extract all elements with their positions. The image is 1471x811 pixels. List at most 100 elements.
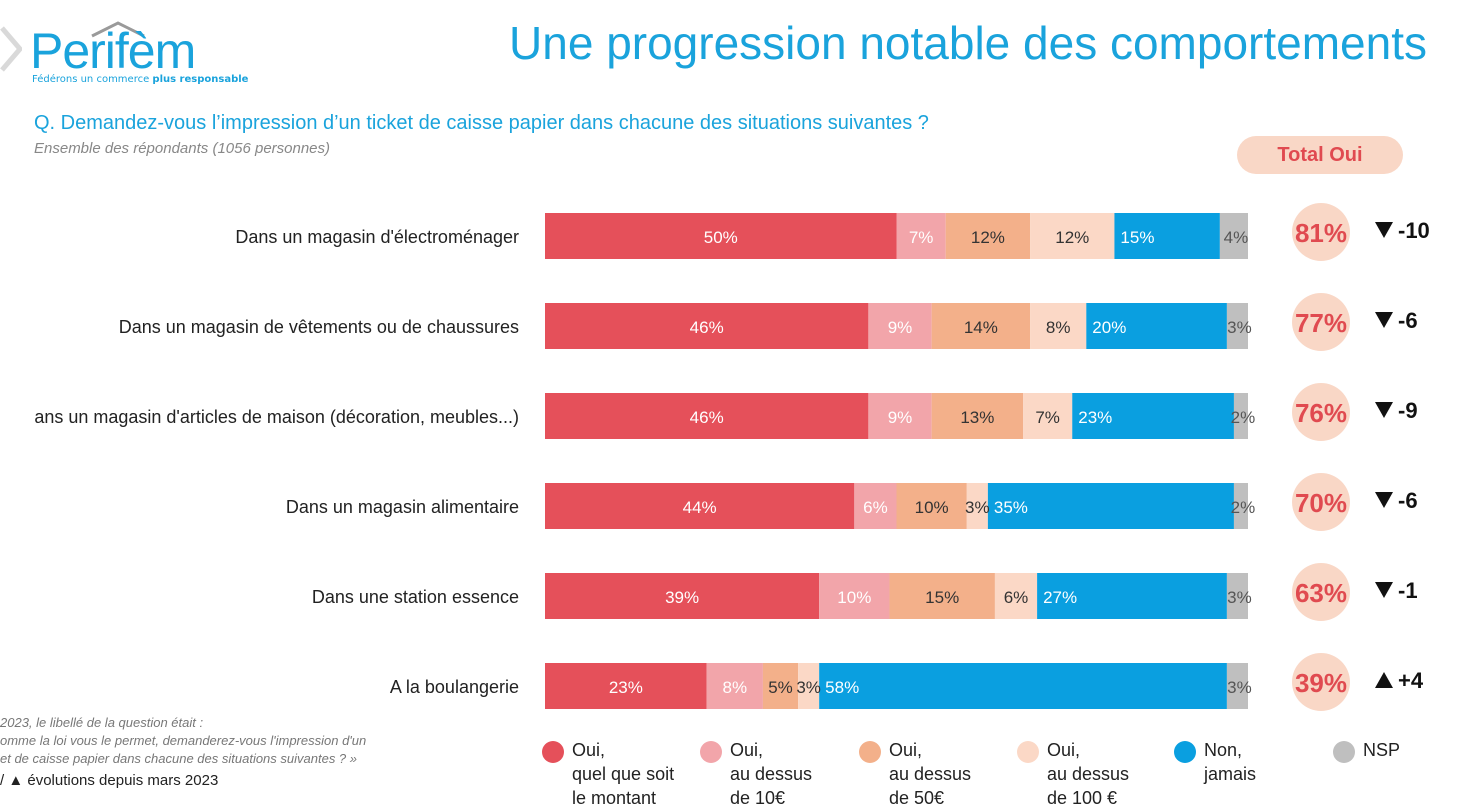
total-oui-bubble [1292,563,1350,621]
bar-segment [896,483,967,529]
bar-segment [1233,483,1248,529]
legend-swatch [1333,741,1355,763]
value-label: 7% [1035,408,1060,427]
value-label: 27% [1043,588,1077,607]
bar-segment [868,303,932,349]
value-label: 10% [915,498,949,517]
legend-label: NSP [1363,740,1401,760]
legend-item-oui-any: Oui, quel que soit le montant [542,738,674,810]
bar-segment [889,573,995,619]
evolution-note: / ▲ évolutions depuis mars 2023 [0,772,219,789]
legend-swatch [542,741,564,763]
down-arrow-icon [1375,402,1393,418]
bar-segment [966,483,988,529]
value-label: 50% [704,228,738,247]
category-label: A la boulangerie [390,677,519,697]
total-oui-bubble [1292,293,1350,351]
value-label: 9% [888,408,913,427]
evolution-value: -6 [1398,488,1418,513]
value-label: 8% [723,678,748,697]
value-label: 44% [683,498,717,517]
footnote-line-2: omme la loi vous le permet, demanderez-v… [0,733,367,748]
logo-tagline: Fédérons un commerce plus responsable [32,74,249,85]
total-oui-value: 63% [1295,578,1347,608]
evolution-value: -6 [1398,308,1418,333]
value-label: 46% [690,318,724,337]
evolution-value: -10 [1398,218,1430,243]
bar-segment [545,663,707,709]
bar-segment [994,573,1038,619]
sample-note: Ensemble des répondants (1056 personnes) [34,140,331,157]
total-oui-header: Total Oui [1237,136,1403,174]
down-arrow-icon [1375,582,1393,598]
bar-segment [1233,393,1248,439]
value-label: 46% [690,408,724,427]
down-arrow-icon [1375,492,1393,508]
evolution-value: -1 [1398,578,1418,603]
legend-label: Oui, au dessus de 10€ [730,740,813,808]
down-arrow-icon [1375,222,1393,238]
legend-swatch [1174,741,1196,763]
legend-label: Non, jamais [1204,740,1257,784]
evolution-value: -9 [1398,398,1418,423]
value-label: 5% [768,678,793,697]
value-label: 10% [837,588,871,607]
value-label: 2% [1231,498,1256,517]
value-label: 6% [863,498,888,517]
total-oui-bubble [1292,203,1350,261]
category-label: Dans un magasin de vêtements ou de chaus… [119,317,519,337]
logo-name: Perifèm [30,23,196,79]
perifem-logo: Perifèm Fédérons un commerce plus respon… [0,8,248,88]
bar-segment [545,303,869,349]
total-oui-value: 76% [1295,398,1347,428]
value-label: 3% [1227,588,1252,607]
bar-segment [1226,303,1248,349]
total-oui-value: 70% [1295,488,1347,518]
value-label: 2% [1231,408,1256,427]
value-label: 6% [1004,588,1029,607]
total-oui-bubble [1292,473,1350,531]
bar-segment [545,573,820,619]
bar-segment [896,213,946,259]
bar-segment [854,483,897,529]
bar-segment [1226,573,1248,619]
bar-segment [545,393,869,439]
bar-segment [706,663,763,709]
bar-segment [931,393,1024,439]
roof-mark-icon [91,21,145,38]
bar-segment [1023,393,1073,439]
total-oui-bubble [1292,653,1350,711]
bar-segment [1072,393,1234,439]
bar-segment [1030,303,1087,349]
value-label: 12% [1055,228,1089,247]
legend-swatch [1017,741,1039,763]
category-label: Dans un magasin alimentaire [286,497,519,517]
bar-segment [762,663,799,709]
value-label: 23% [609,678,643,697]
bar-segment [819,573,890,619]
total-oui-bubble [1292,383,1350,441]
value-label: 13% [960,408,994,427]
value-label: 3% [1227,678,1252,697]
bar-segment [1037,573,1227,619]
legend-swatch [700,741,722,763]
bar-segment [819,663,1227,709]
total-oui-value: 77% [1295,308,1347,338]
bar-segment [1114,213,1220,259]
evolution-value: +4 [1398,668,1424,693]
up-arrow-icon [1375,672,1393,688]
footnote-line-3: et de caisse papier dans chacune des sit… [0,751,358,766]
category-label: Dans un magasin d'électroménager [235,227,519,247]
bar-segment [545,213,897,259]
bar-segment [1226,663,1248,709]
chevron-mark-icon [0,26,22,72]
value-label: 14% [964,318,998,337]
value-label: 3% [965,498,990,517]
legend-swatch [859,741,881,763]
bar-segment [1086,303,1227,349]
value-label: 15% [925,588,959,607]
legend-item-nsp: NSP [1333,738,1401,763]
bar-segment [945,213,1031,259]
down-arrow-icon [1375,312,1393,328]
